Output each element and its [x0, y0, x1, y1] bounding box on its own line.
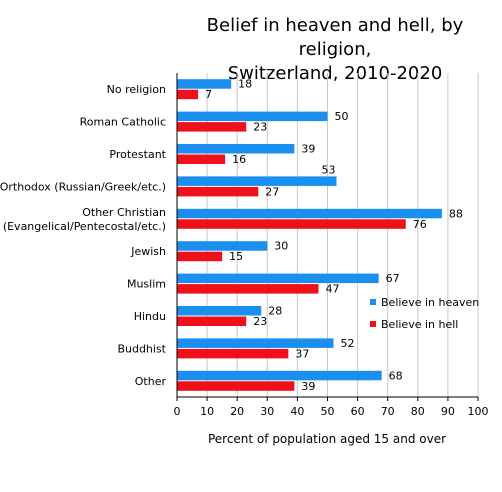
bar-heaven [177, 273, 379, 284]
category-label: Protestant [109, 148, 166, 161]
bar-heaven [177, 79, 232, 89]
value-label: 52 [341, 337, 355, 350]
value-label: 27 [265, 185, 279, 198]
bar-hell [177, 186, 259, 197]
bar-heaven [177, 111, 328, 122]
bar-heaven [177, 208, 442, 219]
bar-hell [177, 284, 319, 294]
x-tick-label: 60 [351, 405, 365, 418]
x-tick-label: 10 [200, 405, 214, 418]
bar-hell [177, 348, 289, 359]
category-label: Roman Catholic [80, 116, 166, 129]
bar-hell [177, 316, 247, 326]
value-label: 47 [325, 283, 339, 296]
bar-hell [177, 154, 226, 164]
x-tick-label: 70 [381, 405, 395, 418]
value-label: 68 [389, 369, 403, 382]
value-label: 53 [322, 163, 336, 176]
bar-heaven [177, 306, 262, 316]
x-tick-label: 20 [230, 405, 244, 418]
bars [177, 79, 442, 391]
category-label: Orthodox (Russian/Greek/etc.) [0, 180, 166, 193]
category-label: Muslim [127, 278, 166, 291]
x-tick-label: 100 [468, 405, 489, 418]
bar-heaven [177, 241, 268, 251]
legend-swatch [370, 299, 376, 305]
bar-hell [177, 381, 295, 391]
bar-heaven [177, 176, 337, 186]
value-label: 18 [238, 78, 252, 91]
x-tick-label: 90 [441, 405, 455, 418]
bar-hell [177, 122, 247, 132]
x-tick-label: 50 [321, 405, 335, 418]
bar-heaven [177, 338, 334, 348]
value-label: 30 [274, 240, 288, 253]
value-label: 39 [301, 380, 315, 393]
value-label: 15 [229, 250, 243, 263]
value-label: 50 [335, 110, 349, 123]
chart-title-line-1: Belief in heaven and hell, by religion, [206, 15, 464, 60]
legend-label: Believe in heaven [381, 296, 479, 309]
category-label: Buddhist [117, 342, 166, 355]
category-label: Other Christian [82, 206, 166, 219]
x-tick-label: 30 [260, 405, 274, 418]
legend: Believe in heaven Believe in hell [370, 296, 479, 331]
category-label: Jewish [130, 245, 166, 258]
bar-hell [177, 219, 406, 229]
value-label: 67 [386, 272, 400, 285]
value-label: 88 [449, 207, 463, 220]
category-label: Hindu [134, 310, 166, 323]
x-axis-label: Percent of population aged 15 and over [208, 432, 446, 446]
bar-heaven [177, 370, 382, 381]
category-label: No religion [107, 83, 166, 96]
x-tick-label: 0 [174, 405, 181, 418]
category-label: Other [135, 375, 167, 388]
value-label: 16 [232, 153, 246, 166]
chart-title: Belief in heaven and hell, by religion, … [180, 14, 490, 86]
legend-swatch [370, 321, 376, 327]
value-label: 23 [253, 121, 267, 134]
value-label: 23 [253, 315, 267, 328]
x-tick-label: 80 [411, 405, 425, 418]
value-label: 76 [413, 218, 427, 231]
value-label: 7 [205, 88, 212, 101]
category-labels: No religion Roman Catholic Protestant Ortho… [0, 83, 167, 388]
bar-hell [177, 251, 223, 262]
category-label: (Evangelical/Pentecostal/etc.) [3, 220, 166, 233]
value-label: 39 [301, 143, 315, 156]
gridlines [176, 73, 479, 397]
bar-heaven [177, 144, 295, 154]
value-label: 37 [295, 347, 309, 360]
value-label: 28 [268, 305, 282, 318]
x-axis: 0 10 20 30 40 50 60 70 80 90 100 [174, 73, 489, 418]
chart-title-line-2: Switzerland, 2010-2020 [227, 63, 443, 84]
x-tick-label: 40 [290, 405, 304, 418]
bar-hell [177, 89, 199, 100]
legend-label: Believe in hell [381, 318, 458, 331]
